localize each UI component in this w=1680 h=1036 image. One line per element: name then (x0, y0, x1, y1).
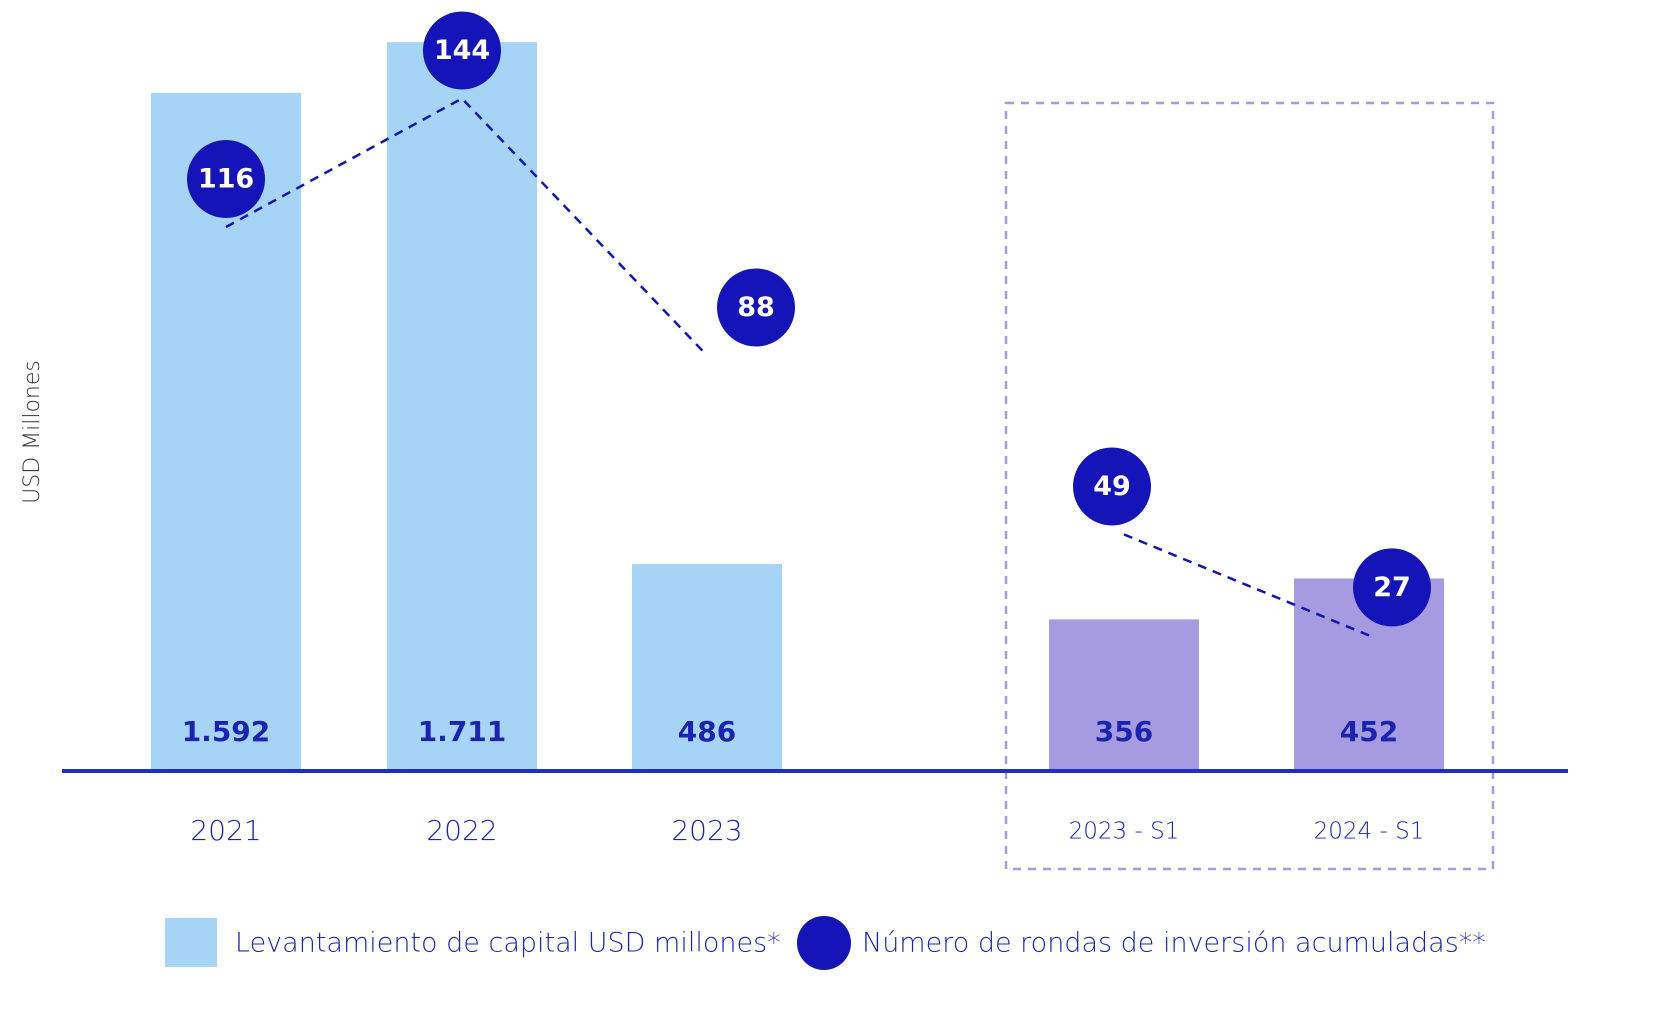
bar (632, 563, 782, 771)
legend-label: Levantamiento de capital USD millones* (235, 928, 781, 959)
x-tick-label: 2023 (671, 814, 742, 847)
x-tick-label: 2022 (426, 814, 497, 847)
x-tick-label: 2023 - S1 (1069, 819, 1180, 845)
line-value-label: 88 (737, 292, 775, 323)
line-marker (1353, 548, 1431, 627)
line-value-label: 49 (1093, 471, 1131, 502)
legend-swatch (165, 918, 217, 967)
bar (1049, 619, 1199, 771)
bar-value-label: 1.592 (182, 715, 271, 748)
bar-value-label: 1.711 (418, 715, 507, 748)
x-tick-label: 2021 (190, 814, 261, 847)
legend-label: Número de rondas de inversión acumuladas… (862, 928, 1486, 959)
line-marker (423, 11, 501, 90)
y-axis-label: USD Millones (20, 360, 45, 504)
bar-value-label: 356 (1095, 715, 1153, 748)
highlight-box (1004, 101, 1495, 871)
x-tick-label: 2024 - S1 (1314, 819, 1425, 845)
line-value-label: 144 (434, 35, 490, 66)
line-marker (717, 268, 795, 347)
bar (387, 42, 537, 772)
line-value-label: 27 (1373, 572, 1411, 603)
line-marker (1073, 447, 1151, 526)
line (1123, 533, 1370, 637)
bar-value-label: 452 (1340, 715, 1398, 748)
legend-swatch (797, 916, 851, 970)
line-value-label: 116 (198, 163, 254, 194)
line-marker (187, 139, 265, 218)
bar-value-label: 486 (678, 715, 736, 748)
